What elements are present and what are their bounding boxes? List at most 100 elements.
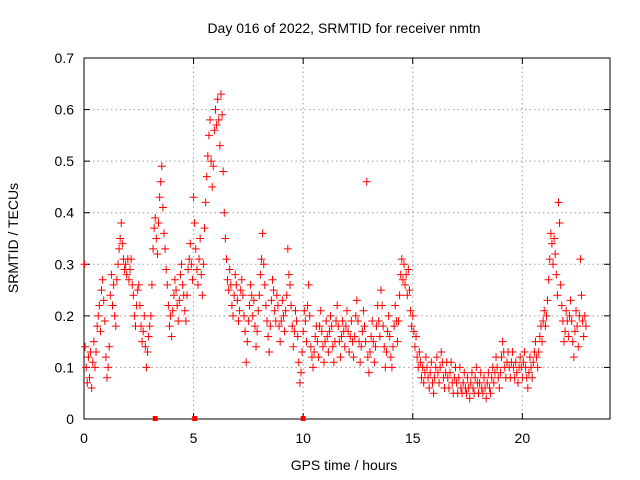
data-point	[569, 353, 578, 362]
data-point	[555, 219, 564, 228]
data-point	[535, 332, 544, 341]
data-point	[371, 342, 380, 351]
data-point	[412, 332, 421, 341]
chart-title: Day 016 of 2022, SRMTID for receiver nmt…	[207, 20, 480, 36]
data-point	[176, 270, 185, 279]
data-point	[230, 291, 239, 300]
data-point	[579, 332, 588, 341]
data-point	[207, 157, 216, 166]
data-point	[267, 296, 276, 305]
data-point	[380, 342, 389, 351]
data-point	[328, 342, 337, 351]
data-point	[540, 306, 549, 315]
data-point	[318, 342, 327, 351]
data-point	[545, 255, 554, 264]
data-point	[168, 306, 177, 315]
data-point	[574, 342, 583, 351]
data-point	[225, 265, 234, 274]
data-point	[580, 311, 589, 320]
data-point	[294, 358, 303, 367]
data-point	[459, 378, 468, 387]
data-point	[235, 306, 244, 315]
data-point	[296, 368, 305, 377]
data-point	[549, 260, 558, 269]
data-point	[570, 327, 579, 336]
data-point	[430, 373, 439, 382]
data-point	[202, 172, 211, 181]
data-point	[245, 301, 254, 310]
data-point	[444, 384, 453, 393]
zero-markers	[152, 416, 306, 421]
data-point	[573, 322, 582, 331]
data-point	[184, 265, 193, 274]
data-point	[255, 291, 264, 300]
data-point	[541, 322, 550, 331]
data-point	[385, 332, 394, 341]
data-point	[310, 347, 319, 356]
data-point	[577, 291, 586, 300]
data-point	[340, 342, 349, 351]
data-point	[181, 317, 190, 326]
data-point	[272, 291, 281, 300]
data-point	[233, 296, 242, 305]
data-point	[528, 373, 537, 382]
data-point	[398, 275, 407, 284]
data-point	[241, 327, 250, 336]
data-point	[413, 353, 422, 362]
y-tick-label: 0.5	[55, 153, 75, 169]
data-point	[454, 373, 463, 382]
data-point	[394, 317, 403, 326]
data-point	[204, 131, 213, 140]
data-point	[195, 255, 204, 264]
data-point	[232, 280, 241, 289]
data-point	[118, 239, 127, 248]
data-point	[242, 358, 251, 367]
data-point	[567, 317, 576, 326]
data-point	[375, 332, 384, 341]
data-point	[224, 286, 233, 295]
data-point	[350, 332, 359, 341]
data-point	[199, 260, 208, 269]
data-point	[465, 394, 474, 403]
data-point	[198, 291, 207, 300]
data-point	[547, 239, 556, 248]
data-point	[266, 322, 275, 331]
data-point	[183, 291, 192, 300]
data-point	[173, 301, 182, 310]
data-point	[155, 193, 164, 202]
data-point	[498, 337, 507, 346]
data-point	[349, 353, 358, 362]
data-point	[564, 332, 573, 341]
data-point	[273, 301, 282, 310]
data-point	[293, 332, 302, 341]
data-point	[489, 378, 498, 387]
data-point	[321, 337, 330, 346]
data-point	[462, 389, 471, 398]
data-point	[419, 378, 428, 387]
data-point	[116, 234, 125, 243]
data-point	[227, 301, 236, 310]
data-point	[101, 353, 110, 362]
zero-marker	[192, 416, 198, 421]
data-point	[277, 317, 286, 326]
data-point	[335, 337, 344, 346]
x-tick-label: 0	[80, 430, 88, 446]
data-point	[581, 322, 590, 331]
data-point	[357, 342, 366, 351]
plot-frame	[83, 57, 611, 420]
data-point	[437, 347, 446, 356]
data-point	[460, 368, 469, 377]
data-point	[250, 322, 259, 331]
data-point	[82, 363, 91, 372]
data-point	[376, 286, 385, 295]
data-point	[366, 347, 375, 356]
data-point	[152, 234, 161, 243]
zero-marker	[300, 416, 306, 421]
data-point	[387, 363, 396, 372]
data-point	[281, 306, 290, 315]
data-point	[529, 358, 538, 367]
data-point	[237, 275, 246, 284]
data-point	[317, 327, 326, 336]
data-point	[544, 275, 553, 284]
data-point	[126, 265, 135, 274]
